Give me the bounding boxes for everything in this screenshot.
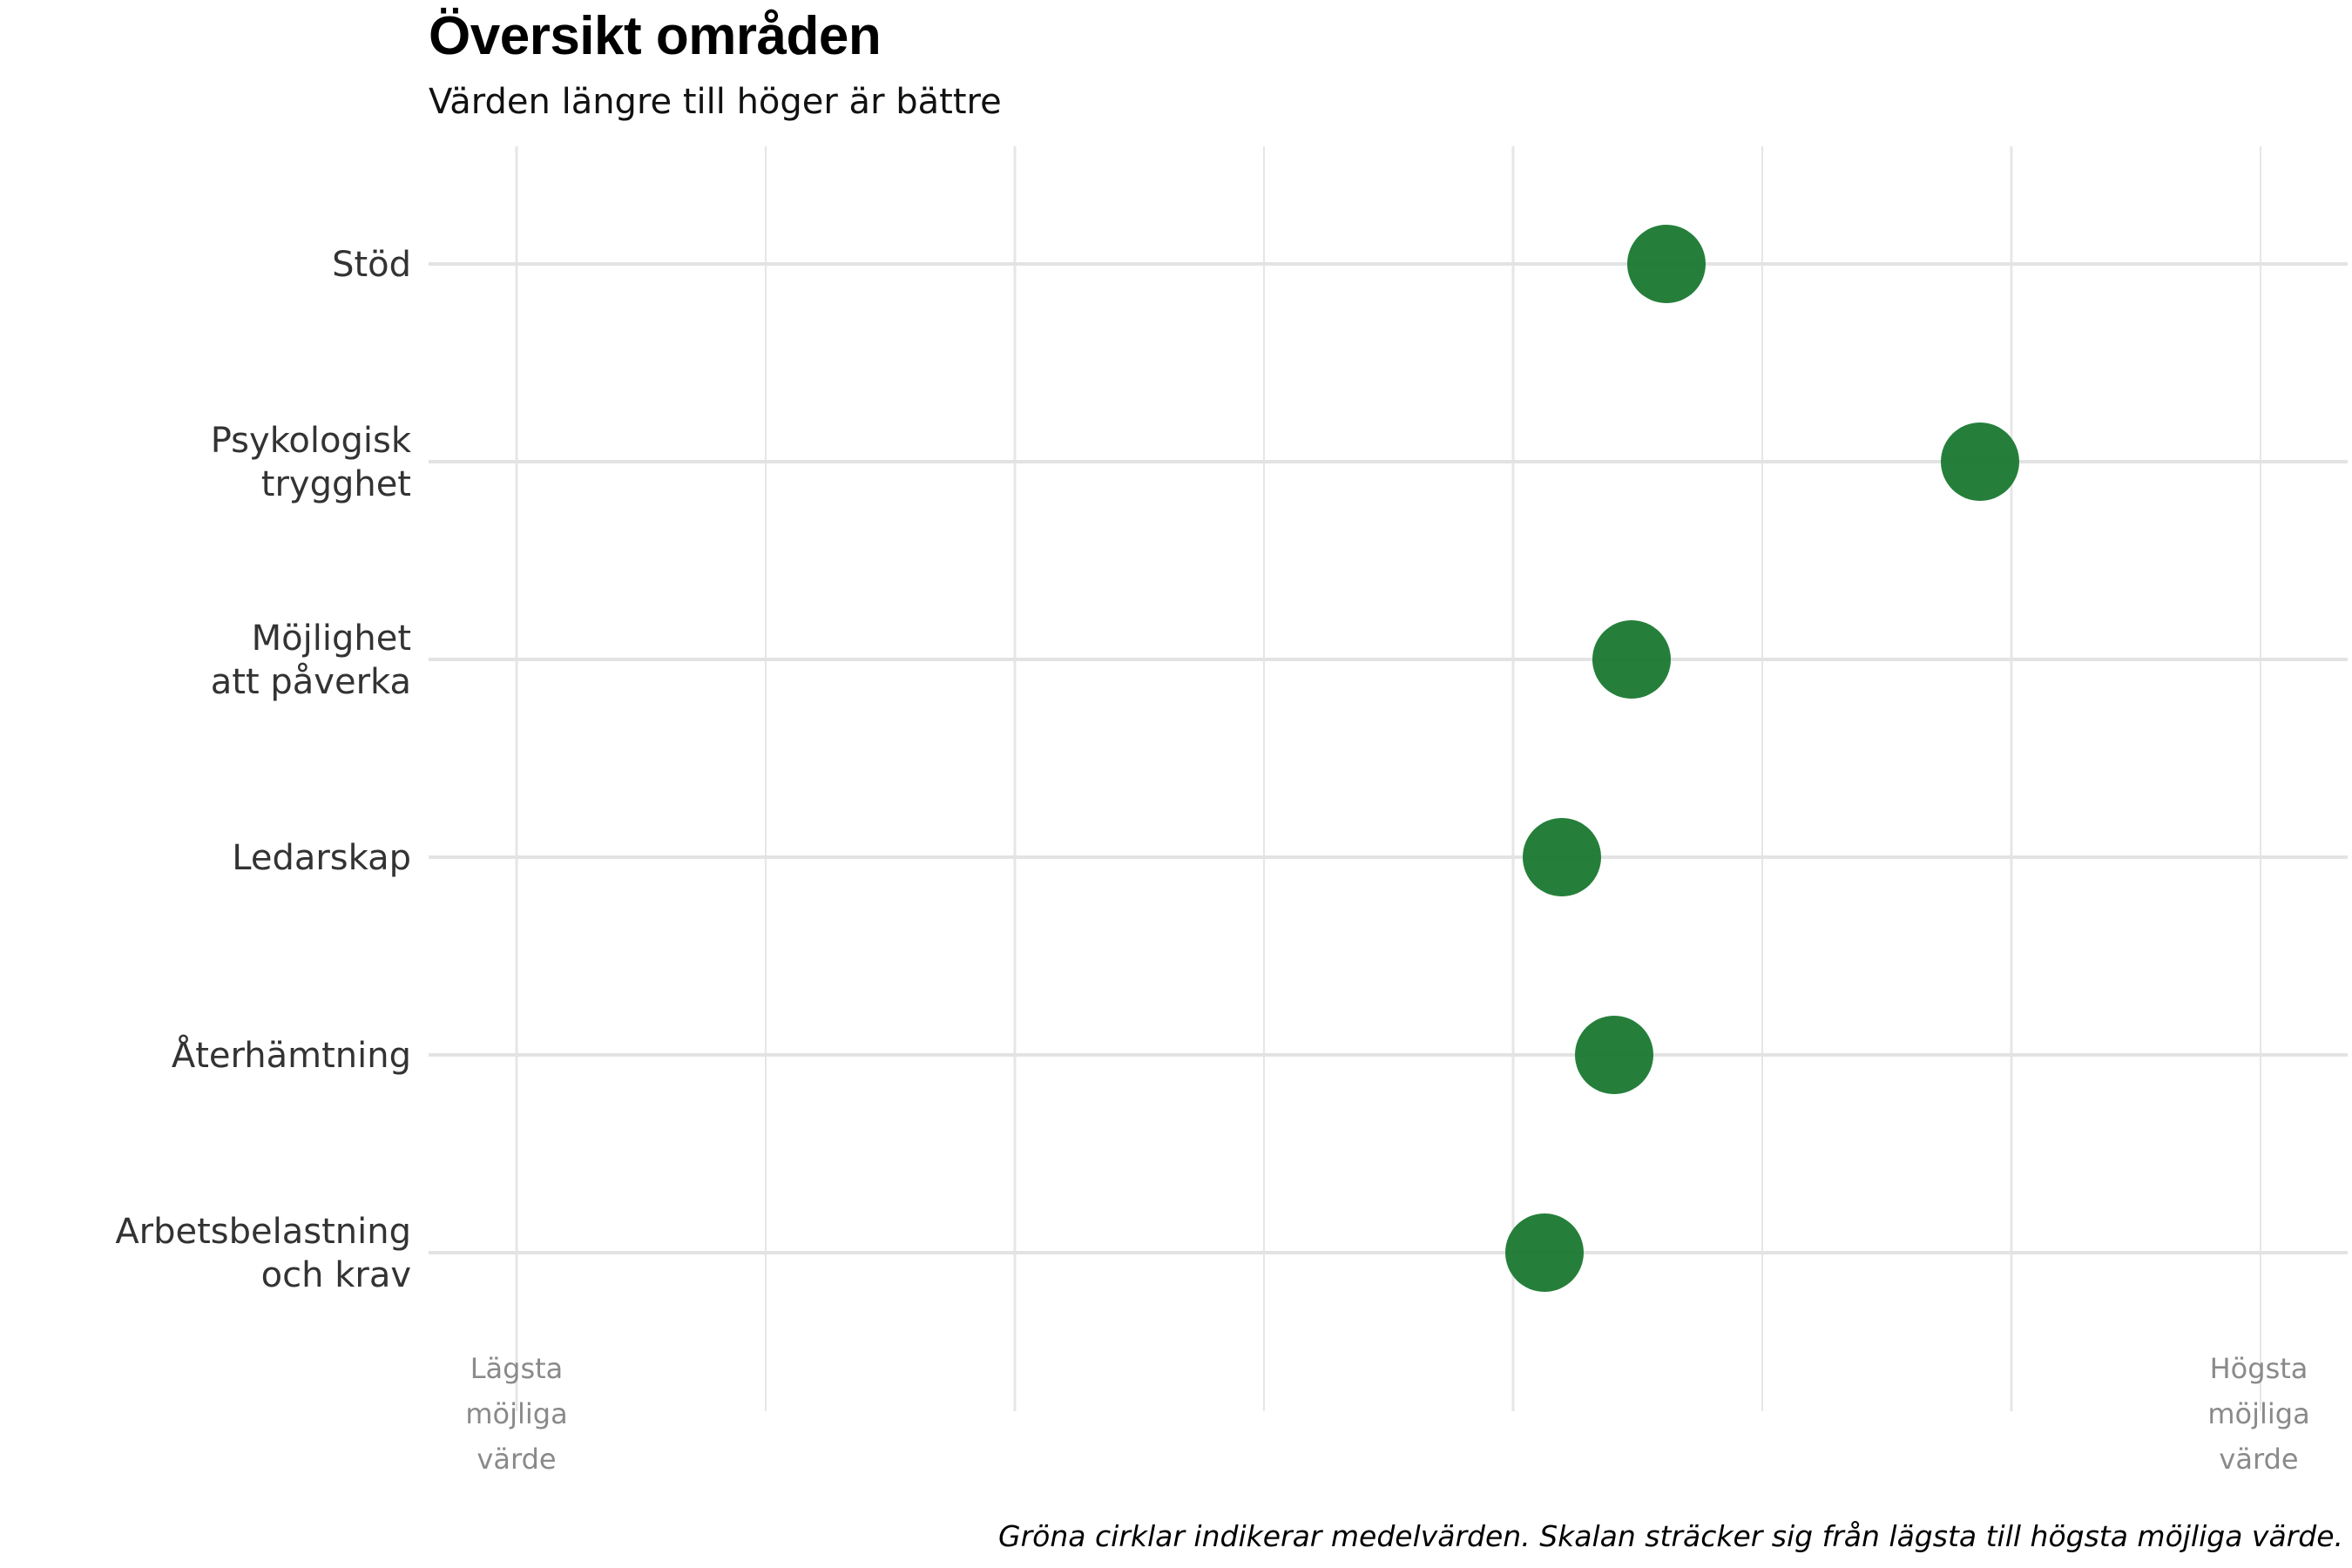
mean-point: [1941, 422, 2019, 501]
mean-point: [1627, 225, 1706, 303]
mean-points: [1505, 225, 2019, 1292]
category-label: Stöd: [332, 245, 411, 285]
vertical-gridlines: [515, 146, 2261, 1411]
scale-end-labels: Lägsta möjliga värde Högsta möjliga värde: [465, 1352, 2309, 1476]
scale-min-label: möjliga: [465, 1397, 567, 1430]
mean-point: [1505, 1213, 1584, 1292]
scale-max-label: värde: [2219, 1443, 2298, 1476]
category-label: Återhämtning: [172, 1034, 411, 1076]
scale-max-label: möjliga: [2207, 1397, 2309, 1430]
category-label: Arbetsbelastning: [115, 1212, 411, 1252]
scale-min-label: Lägsta: [470, 1352, 564, 1385]
mean-point: [1575, 1016, 1653, 1094]
category-label: Möjlighet: [252, 618, 411, 659]
horizontal-gridlines: [429, 262, 2348, 1254]
scale-min-label: värde: [476, 1443, 556, 1476]
mean-point: [1523, 818, 1601, 896]
category-label: Ledarskap: [232, 838, 411, 878]
category-label: att påverka: [211, 662, 411, 702]
category-label: Psykologisk: [211, 421, 412, 461]
chart-subtitle: Värden längre till höger är bättre: [429, 82, 1002, 122]
category-label: trygghet: [261, 464, 411, 504]
category-label: och krav: [261, 1255, 411, 1295]
chart-title: Översikt områden: [429, 6, 882, 66]
mean-point: [1592, 620, 1671, 699]
scale-max-label: Högsta: [2210, 1352, 2308, 1385]
chart-caption: Gröna cirklar indikerar medelvärden. Ska…: [998, 1519, 2343, 1553]
